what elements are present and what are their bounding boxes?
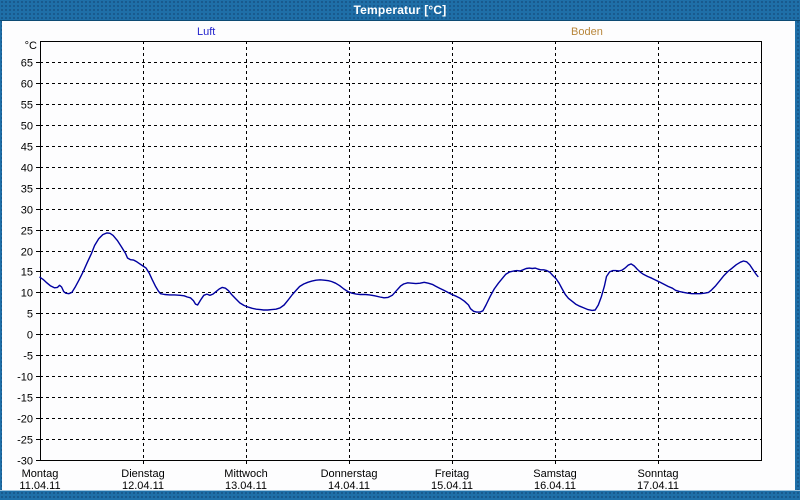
window-bottom-bar [0, 490, 800, 500]
window-titlebar[interactable]: Temperatur [°C] [0, 0, 800, 21]
chart-panel [2, 21, 795, 490]
legend-luft-label: Luft [197, 26, 216, 38]
window-title: Temperatur [°C] [353, 3, 447, 17]
legend-boden-label: Boden [571, 26, 603, 38]
